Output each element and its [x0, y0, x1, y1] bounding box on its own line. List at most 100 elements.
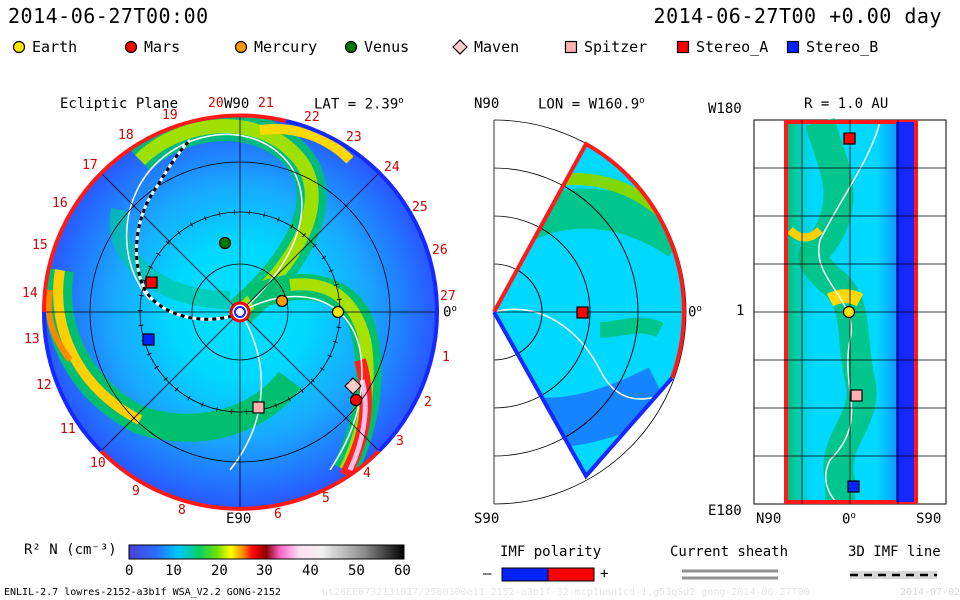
- zero-deg-label: 0o: [443, 304, 457, 321]
- radial-s90-label: S90: [916, 511, 942, 527]
- carrington-label: 19: [162, 108, 178, 123]
- maven-marker: [344, 377, 362, 395]
- radial-panel-plot: [753, 117, 947, 505]
- legend: Earth Mars Mercury Venus Maven Spitzer S…: [12, 38, 952, 60]
- colorbar-tick: 60: [394, 563, 411, 579]
- carrington-label: 18: [118, 128, 134, 143]
- run-id-footer: ut20EE0732131017/2580300e11_2152-a3b1f-3…: [322, 587, 810, 598]
- lat-label: LAT = 2.39o: [314, 96, 404, 113]
- current-sheath-icon: [682, 569, 778, 580]
- legend-label: Earth: [32, 38, 78, 56]
- square-marker-icon: [564, 40, 578, 54]
- carrington-label: 22: [304, 110, 320, 125]
- colorbar-tick: 40: [302, 563, 319, 579]
- carrington-label: 23: [346, 130, 362, 145]
- carrington-label: 13: [24, 332, 40, 347]
- carrington-label: 8: [178, 503, 186, 518]
- legend-label: Stereo_B: [806, 38, 879, 56]
- imf-polarity-positive: [547, 567, 595, 582]
- imf-polarity-title: IMF polarity: [500, 544, 602, 560]
- carrington-label: 20: [208, 96, 224, 111]
- meridional-zero-label: 0o: [688, 304, 702, 321]
- legend-item-maven: Maven: [452, 38, 519, 56]
- legend-item-spitzer: Spitzer: [564, 38, 647, 56]
- carrington-label: 14: [22, 286, 38, 301]
- colorbar-tick: 50: [348, 563, 365, 579]
- carrington-label: 12: [36, 378, 52, 393]
- legend-item-mercury: Mercury: [234, 38, 317, 56]
- w180-label: W180: [708, 101, 742, 117]
- carrington-label: 11: [60, 422, 76, 437]
- colorbar-label: R² N (cm⁻³): [24, 542, 117, 558]
- carrington-label: 6: [274, 507, 282, 522]
- ecliptic-plane-plot: [41, 113, 439, 511]
- legend-label: Stereo_A: [696, 38, 769, 56]
- carrington-label: 25: [412, 200, 428, 215]
- lon-label: LON = W160.9o: [538, 96, 645, 113]
- radial-mid-label: 1: [736, 303, 745, 319]
- legend-item-venus: Venus: [344, 38, 409, 56]
- colorbar: [128, 544, 405, 560]
- radius-label: R = 1.0 AU: [804, 96, 889, 112]
- carrington-label: 21: [258, 96, 274, 111]
- colorbar-tick: 20: [211, 563, 228, 579]
- circle-marker-icon: [124, 40, 138, 54]
- carrington-label: 24: [384, 160, 400, 175]
- legend-label: Mars: [144, 38, 181, 56]
- legend-item-mars: Mars: [124, 38, 180, 56]
- legend-item-stereo-b: Stereo_B: [786, 38, 878, 56]
- imf-minus-label: –: [483, 566, 492, 582]
- carrington-label: 9: [132, 484, 140, 499]
- colorbar-tick: 0: [125, 563, 134, 579]
- carrington-label: 4: [363, 466, 371, 481]
- circle-marker-icon: [344, 40, 358, 54]
- date-footer: 2014-07-02: [900, 587, 960, 598]
- date-title-left: 2014-06-27T00:00: [8, 4, 209, 28]
- imf-polarity-negative: [501, 567, 549, 582]
- carrington-label: 26: [432, 243, 448, 258]
- carrington-label: 3: [396, 434, 404, 449]
- colorbar-tick: 10: [165, 563, 182, 579]
- stereo-a-marker: [843, 132, 856, 145]
- stereo-b-marker: [847, 480, 860, 493]
- legend-label: Mercury: [254, 38, 318, 56]
- radial-n90-label: N90: [756, 511, 782, 527]
- e90-label: E90: [226, 511, 252, 527]
- earth-marker: [842, 305, 856, 319]
- carrington-label: 15: [32, 238, 48, 253]
- ecliptic-title: Ecliptic Plane: [60, 96, 179, 112]
- legend-label: Venus: [364, 38, 410, 56]
- n90-label: N90: [474, 96, 500, 112]
- earth-marker: [331, 305, 345, 319]
- carrington-label: 10: [90, 456, 106, 471]
- model-footer: ENLIL-2.7 lowres-2152-a3b1f WSA_V2.2 GON…: [4, 587, 281, 598]
- stereo-b-marker: [142, 333, 155, 346]
- e180-label: E180: [708, 503, 742, 519]
- circle-marker-icon: [12, 40, 26, 54]
- circle-marker-icon: [234, 40, 248, 54]
- w90-label: W90: [224, 96, 250, 112]
- carrington-label: 1: [442, 350, 450, 365]
- stereo-a-marker: [145, 276, 158, 289]
- s90-label: S90: [474, 511, 500, 527]
- mercury-marker: [275, 294, 289, 308]
- carrington-label: 5: [322, 491, 330, 506]
- imf-plus-label: +: [600, 566, 609, 582]
- imf-line-title: 3D IMF line: [848, 544, 941, 560]
- legend-item-earth: Earth: [12, 38, 77, 56]
- spitzer-marker: [850, 389, 863, 402]
- carrington-label: 27: [440, 289, 456, 304]
- colorbar-tick: 30: [256, 563, 273, 579]
- square-marker-icon: [676, 40, 690, 54]
- stereo-a-marker: [576, 306, 589, 319]
- carrington-label: 17: [82, 158, 98, 173]
- carrington-label: 16: [52, 196, 68, 211]
- radial-zero-label: 0o: [842, 511, 856, 528]
- square-marker-icon: [786, 40, 800, 54]
- legend-label: Spitzer: [584, 38, 648, 56]
- mars-marker: [349, 393, 363, 407]
- legend-label: Maven: [474, 38, 520, 56]
- venus-marker: [218, 236, 232, 250]
- date-title-right: 2014-06-27T00 +0.00 day: [653, 4, 942, 28]
